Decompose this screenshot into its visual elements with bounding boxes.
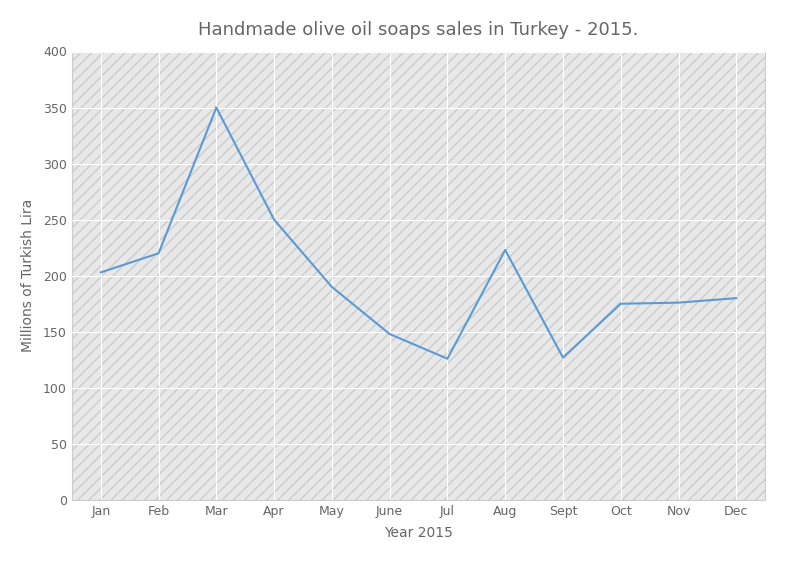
Y-axis label: Millions of Turkish Lira: Millions of Turkish Lira xyxy=(21,199,35,352)
X-axis label: Year 2015: Year 2015 xyxy=(384,526,453,540)
Title: Handmade olive oil soaps sales in Turkey - 2015.: Handmade olive oil soaps sales in Turkey… xyxy=(198,21,639,39)
